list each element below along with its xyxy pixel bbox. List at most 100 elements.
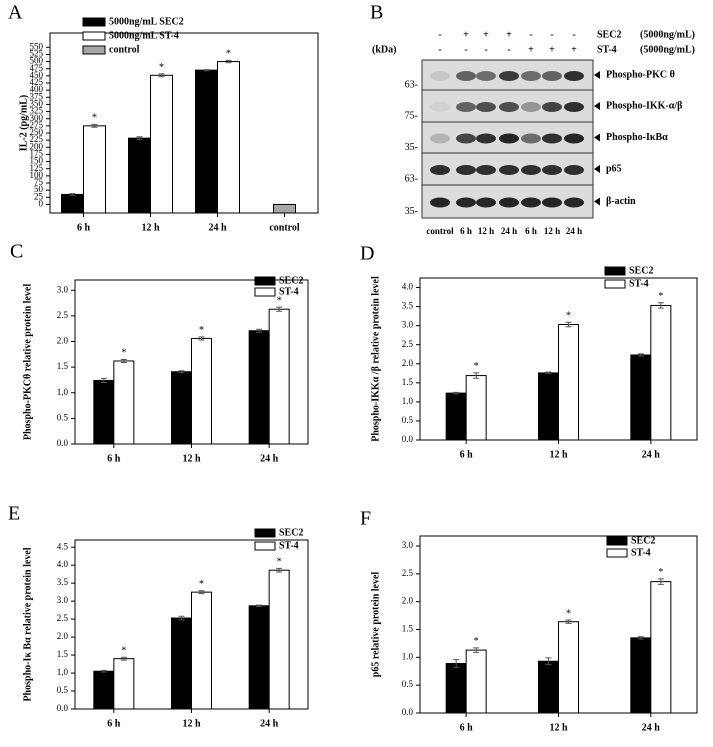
- treatment-sign: +: [463, 29, 469, 40]
- bar: [465, 375, 487, 441]
- y-tick-label: 150: [30, 156, 44, 166]
- y-tick-label: 0.5: [57, 685, 69, 695]
- y-tick-label: 450: [30, 70, 44, 80]
- lane-label: 24 h: [566, 226, 582, 236]
- y-tick-label: 1.0: [57, 667, 69, 677]
- error-bar: [100, 670, 107, 673]
- x-tick-label: 12 h: [549, 449, 568, 460]
- error-bar: [545, 657, 552, 666]
- bar: [248, 330, 270, 445]
- y-tick-label: 0.5: [57, 412, 69, 422]
- blot-band: [564, 133, 584, 144]
- x-tick-label: 12 h: [141, 222, 160, 233]
- row-arrow: [594, 165, 600, 173]
- blot-band: [456, 133, 476, 144]
- legend-label: 5000ng/mL ST-4: [109, 30, 179, 41]
- y-tick-label: 400: [30, 84, 44, 94]
- y-tick-label: 175: [30, 148, 44, 158]
- blot-band: [456, 71, 476, 81]
- error-bar: [120, 358, 127, 364]
- bar: [630, 354, 652, 441]
- treatment-name: SEC2: [597, 29, 621, 40]
- significance-mark: *: [92, 113, 97, 124]
- significance-mark: *: [121, 348, 126, 359]
- error-bar: [136, 136, 143, 141]
- panel-letter: E: [8, 503, 20, 525]
- blot-band: [542, 197, 562, 208]
- error-bar: [198, 590, 205, 595]
- blot-band: [430, 102, 450, 112]
- blot-band: [564, 197, 584, 208]
- treatment-sign: +: [549, 44, 555, 55]
- bar: [113, 360, 135, 445]
- y-tick-label: 3.0: [402, 540, 414, 550]
- mw-marker: 35-: [405, 206, 418, 217]
- y-tick-label: 1.5: [402, 624, 414, 634]
- blot-band: [521, 165, 541, 175]
- y-tick-label: 1.5: [57, 361, 69, 371]
- y-tick-label: 375: [30, 91, 44, 101]
- treatment-sign: +: [571, 44, 577, 55]
- y-tick-label: 300: [30, 113, 44, 123]
- y-tick-label: 125: [30, 163, 44, 173]
- error-bar: [178, 370, 185, 374]
- y-tick-label: 0.5: [402, 415, 414, 425]
- lane-label: 24 h: [501, 226, 517, 236]
- error-bar: [473, 647, 480, 653]
- bar: [61, 193, 84, 214]
- legend-label: ST-4: [279, 286, 299, 297]
- y-tick-label: 325: [30, 106, 44, 116]
- significance-mark: *: [159, 62, 164, 73]
- bar: [650, 581, 672, 714]
- plot-frame: [49, 32, 319, 214]
- significance-mark: *: [199, 579, 204, 590]
- significance-mark: *: [566, 311, 571, 322]
- treatment-dose: (5000ng/mL): [640, 29, 695, 40]
- treatment-sign: -: [507, 44, 510, 55]
- legend-label: ST-4: [279, 540, 299, 551]
- y-tick-label: 2.5: [57, 613, 69, 623]
- error-bar: [120, 656, 127, 661]
- treatment-sign: -: [464, 44, 467, 55]
- error-bar: [69, 193, 76, 196]
- bar: [128, 137, 151, 214]
- row-arrow: [594, 197, 600, 206]
- row-label: p65: [606, 163, 622, 174]
- blot-band: [542, 165, 562, 175]
- error-bar: [256, 328, 263, 333]
- y-tick-label: 4.5: [57, 541, 69, 551]
- bar: [558, 621, 579, 714]
- x-tick-label: 6 h: [460, 449, 474, 460]
- error-bar: [158, 73, 165, 78]
- y-axis-label: Phospho-PKCθ relative protein level: [22, 284, 33, 440]
- y-tick-label: 0.5: [402, 679, 414, 689]
- mw-marker: 75-: [405, 110, 418, 121]
- x-tick-label: 12 h: [549, 722, 568, 733]
- y-tick-label: 0.0: [57, 703, 69, 713]
- y-tick-label: 350: [30, 98, 44, 108]
- y-tick-label: 4.0: [402, 282, 414, 292]
- blot-band: [499, 102, 519, 112]
- blot-band: [542, 102, 562, 112]
- y-tick-label: 2.5: [402, 568, 414, 578]
- treatment-name: ST-4: [597, 44, 617, 55]
- panel-letter: F: [360, 508, 371, 530]
- error-bar: [453, 391, 460, 395]
- row-arrow: [594, 71, 600, 79]
- lane-label: 12 h: [478, 226, 494, 236]
- y-tick-label: 0.0: [402, 434, 414, 444]
- blot-band: [430, 197, 450, 208]
- y-tick-label: 275: [30, 120, 44, 130]
- panel-letter: A: [8, 2, 23, 24]
- error-bar: [657, 578, 664, 585]
- y-tick-label: 2.0: [402, 596, 414, 606]
- bar: [150, 74, 173, 214]
- bar: [558, 324, 579, 441]
- legend-label: SEC2: [279, 275, 303, 286]
- y-tick-label: 475: [30, 63, 44, 73]
- legend-swatch: [604, 279, 626, 289]
- y-tick-label: 3.0: [57, 284, 69, 294]
- row-label: Phospho-IκBα: [606, 132, 668, 143]
- x-tick-label: 24 h: [642, 722, 661, 733]
- blot-band: [430, 165, 450, 175]
